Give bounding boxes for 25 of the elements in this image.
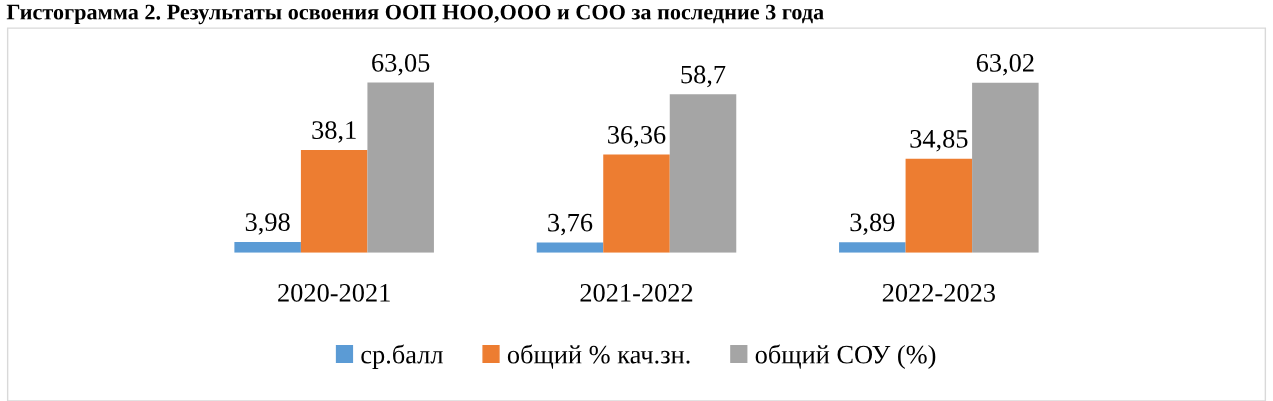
bar (905, 158, 973, 253)
data-label: 34,85 (910, 129, 968, 152)
data-label: 36,36 (608, 125, 666, 148)
legend-label: общий СОУ (%) (755, 344, 936, 369)
bar (603, 154, 670, 253)
chart-title: Гистограмма 2. Результаты освоения ООП НОО,ООО и СОО за последние 3 года (6, 4, 824, 25)
data-label: 63,02 (976, 53, 1034, 76)
bar (300, 149, 368, 253)
bar (234, 241, 301, 253)
data-label: 3,89 (850, 213, 895, 236)
data-label: 3,76 (548, 213, 593, 236)
x-tick-label: 2022-2023 (882, 283, 995, 302)
bar (669, 94, 737, 253)
bar (972, 82, 1039, 253)
bar (536, 242, 604, 253)
data-label: 58,7 (681, 65, 726, 88)
bar (367, 82, 434, 253)
data-label: 3,98 (245, 213, 290, 235)
bar (839, 242, 906, 253)
legend-label: ср.балл (361, 344, 443, 369)
x-tick-label: 2020-2021 (278, 283, 390, 302)
x-tick-label: 2021-2022 (580, 283, 693, 302)
data-label: 38,1 (312, 121, 356, 143)
data-label: 63,05 (372, 53, 430, 76)
legend-label: общий % кач.зн. (507, 344, 690, 369)
